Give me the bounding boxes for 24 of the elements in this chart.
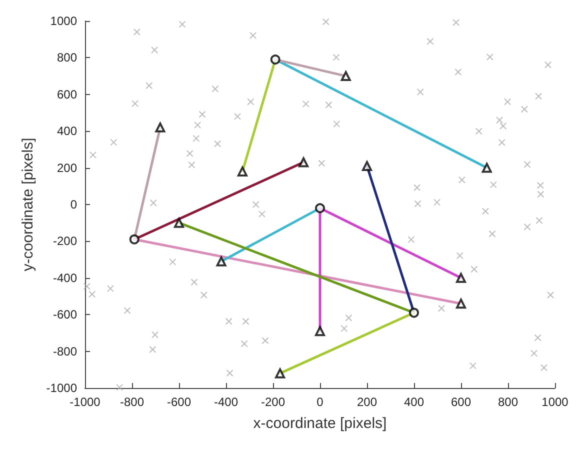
y-tick-label: 800	[56, 50, 78, 65]
x-tick-label: 0	[316, 395, 324, 409]
x-tick-label: 1000	[542, 395, 569, 409]
y-tick-label: 1000	[50, 14, 78, 28]
y-tick-label: -600	[52, 308, 78, 322]
y-tick-label: 0	[70, 198, 78, 212]
x-tick-label: 600	[450, 395, 472, 409]
x-tick-label: 400	[404, 395, 424, 409]
y-tick-label: 400	[56, 124, 78, 138]
x-tick-label: 200	[356, 395, 378, 409]
x-tick-label: 800	[498, 395, 518, 409]
x-tick-label: -200	[260, 395, 286, 409]
x-tick-label: -800	[120, 395, 144, 409]
y-tick-label: 200	[56, 160, 78, 175]
y-tick-label: -800	[52, 344, 78, 358]
y-tick-label: -400	[52, 270, 78, 285]
x-tick-label: -1000	[70, 395, 101, 409]
y-axis-title: y-coordinate [pixels]	[19, 138, 36, 272]
x-tick-label: -600	[166, 395, 192, 409]
y-tick-label: 600	[56, 87, 78, 102]
y-tick-label: -200	[52, 234, 78, 248]
y-tick-label: -1000	[46, 381, 78, 395]
x-tick-label: -400	[214, 395, 238, 409]
x-axis-title: x-coordinate [pixels]	[253, 415, 387, 432]
